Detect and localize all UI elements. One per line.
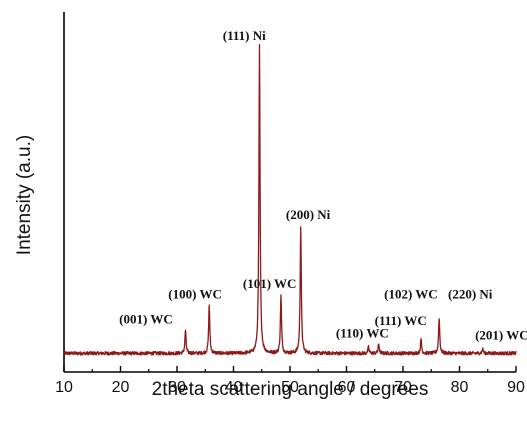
x-tick-label: 20 — [112, 379, 130, 396]
peak-label: (111) WC — [375, 313, 427, 328]
peak-label: (220) Ni — [448, 287, 493, 302]
x-tick-label: 30 — [168, 379, 186, 396]
peak-label: (110) WC — [336, 326, 389, 341]
x-tick-label: 70 — [394, 379, 412, 396]
spectrum-line — [63, 43, 517, 356]
peak-label: (001) WC — [119, 312, 173, 327]
peak-label: (201) WC — [475, 327, 527, 342]
x-tick-label: 10 — [55, 379, 73, 396]
y-axis-title: Intensity (a.u.) — [14, 135, 35, 255]
x-tick-label: 60 — [338, 379, 356, 396]
x-tick-label: 90 — [507, 379, 525, 396]
peak-label: (111) Ni — [223, 28, 266, 43]
peak-label: (200) Ni — [286, 207, 331, 222]
peak-label: (100) WC — [168, 287, 222, 302]
x-tick-label: 50 — [281, 379, 299, 396]
x-tick-label: 40 — [225, 379, 243, 396]
x-axis-title: 2theta scattering angle / degrees — [152, 379, 429, 400]
plot-area: 10 20 30 40 50 60 70 80 90 (001) WC (100) WC (111) … — [55, 12, 527, 396]
peak-label: (101) WC — [243, 276, 297, 291]
x-tick-label: 80 — [451, 379, 469, 396]
peak-label: (102) WC — [384, 287, 438, 302]
